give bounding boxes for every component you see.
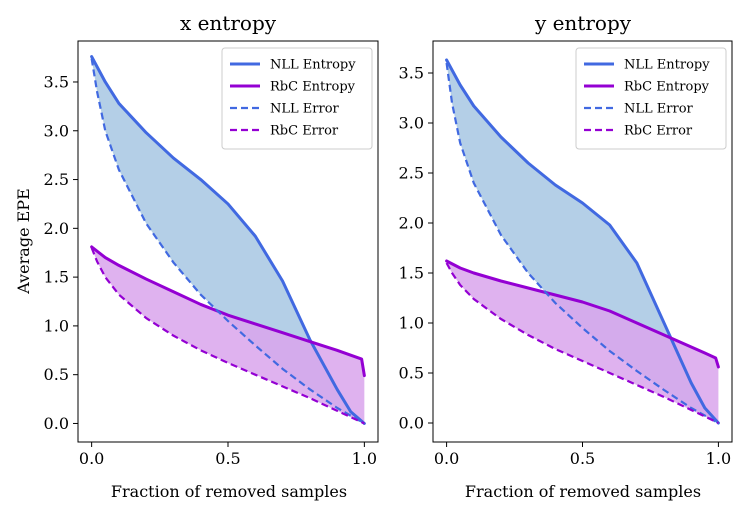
legend-label-nll-error: NLL Error <box>270 102 340 117</box>
series-line-nll-entropy <box>445 58 720 425</box>
series-line-rbc-entropy <box>445 259 720 369</box>
y-tick-label: 3.0 <box>44 121 69 140</box>
legend-label-nll-entropy: NLL Entropy <box>270 58 356 73</box>
plot-area <box>90 55 366 425</box>
legend-box <box>221 47 373 150</box>
chart-panel-y-entropy: y entropy 0.0 0.5 1.0 0.0 0.5 1.0 1.5 2.0 2.5 3.0… <box>399 11 733 501</box>
legend-label-nll-entropy: NLL Entropy <box>624 58 710 73</box>
legend-box <box>575 47 727 150</box>
legend-label-rbc-entropy: RbC Entropy <box>270 80 356 95</box>
fill-rbc-entropy <box>446 261 719 423</box>
y-tick-label: 0.0 <box>44 414 69 433</box>
series-line-nll-entropy <box>90 55 366 425</box>
y-tick-label: 2.5 <box>44 170 69 189</box>
legend-label-rbc-error: RbC Error <box>624 124 693 139</box>
legend: NLL Entropy RbC Entropy NLL Error RbC Error <box>221 47 373 150</box>
x-tick-label: 0.0 <box>434 449 459 468</box>
y-tick-label: 1.0 <box>44 316 69 335</box>
series-line-rbc-error <box>445 262 719 424</box>
x-tick-label: 0.5 <box>215 449 240 468</box>
y-tick-label: 0.5 <box>399 364 424 383</box>
x-tick-label: 0.5 <box>570 449 595 468</box>
y-axis-label: Average EPE <box>14 188 33 295</box>
series-line-nll-error <box>90 58 365 425</box>
y-tick-label: 2.0 <box>44 219 69 238</box>
y-tick-label: 0.5 <box>44 365 69 384</box>
y-tick-label: 1.0 <box>399 314 424 333</box>
chart-panel-x-entropy: x entropy 0.0 0.5 1.0 0.0 0.5 1.0 1.5 2.0 2.5 3.0… <box>14 11 379 501</box>
axis-ticks: 0.0 0.5 1.0 0.0 0.5 1.0 1.5 2.0 2.5 3.0 3.5 <box>399 64 732 469</box>
legend-label-nll-error: NLL Error <box>624 102 694 117</box>
x-axis-label: Fraction of removed samples <box>111 482 347 501</box>
fill-rbc-entropy <box>91 246 365 424</box>
chart-title: x entropy <box>180 11 277 35</box>
legend-label-rbc-error: RbC Error <box>270 124 339 139</box>
y-tick-label: 0.0 <box>399 414 424 433</box>
x-tick-label: 1.0 <box>352 449 377 468</box>
y-tick-label: 2.5 <box>399 164 424 183</box>
legend: NLL Entropy RbC Entropy NLL Error RbC Error <box>575 47 727 150</box>
chart-title: y entropy <box>534 11 632 35</box>
x-tick-label: 0.0 <box>79 449 104 468</box>
x-tick-label: 1.0 <box>706 449 731 468</box>
x-axis-label: Fraction of removed samples <box>465 482 701 501</box>
series-line-rbc-entropy <box>90 245 366 378</box>
legend-label-rbc-entropy: RbC Entropy <box>624 80 710 95</box>
fill-nll-entropy <box>91 56 365 424</box>
plot-area <box>445 58 720 425</box>
y-tick-label: 2.0 <box>399 214 424 233</box>
axis-ticks: 0.0 0.5 1.0 0.0 0.5 1.0 1.5 2.0 2.5 3.0 3.5 <box>44 72 378 468</box>
series-line-nll-error <box>445 62 719 424</box>
y-tick-label: 3.5 <box>399 64 424 83</box>
y-tick-label: 1.5 <box>44 268 69 287</box>
y-tick-label: 3.0 <box>399 114 424 133</box>
y-tick-label: 1.5 <box>399 264 424 283</box>
y-tick-label: 3.5 <box>44 72 69 91</box>
